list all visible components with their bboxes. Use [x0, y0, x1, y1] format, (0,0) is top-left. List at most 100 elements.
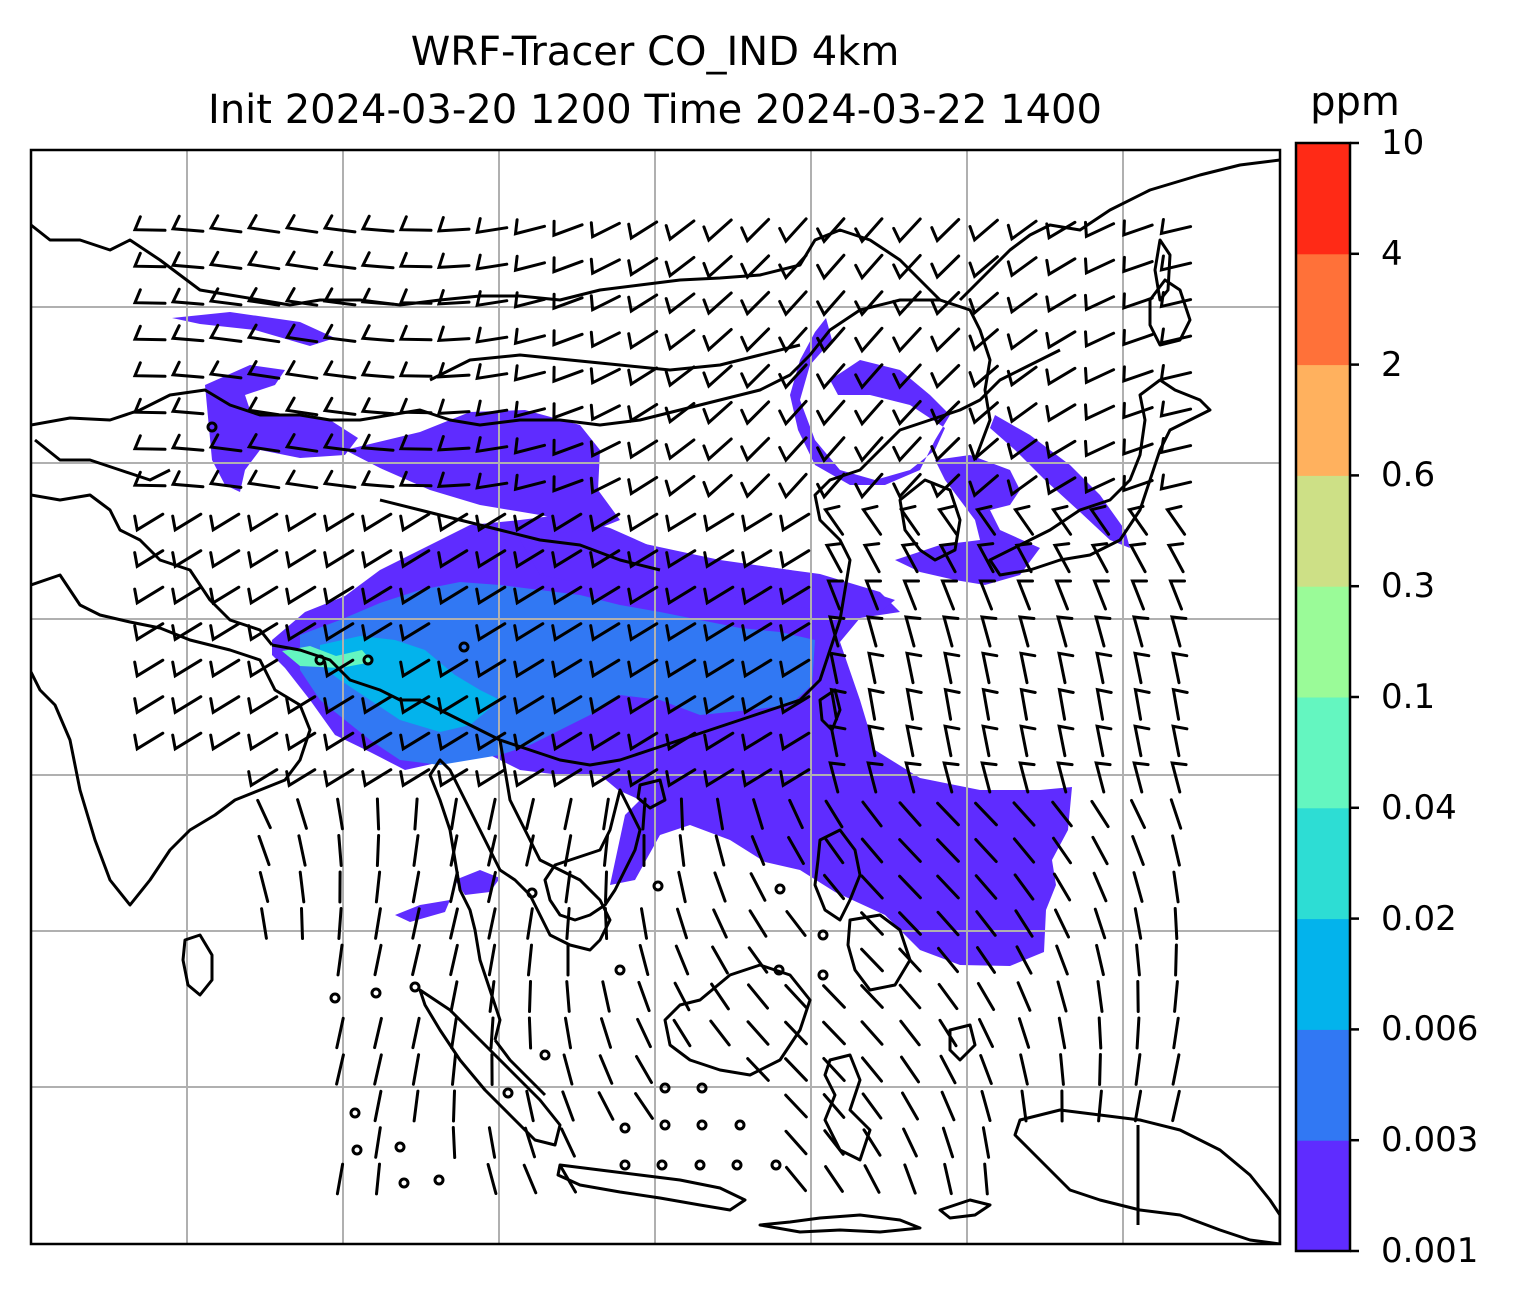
wind-barb [627, 439, 659, 460]
wind-barb [246, 469, 281, 490]
wind-barb [980, 1090, 992, 1122]
wind-barb [826, 579, 844, 611]
wind-barb [829, 687, 847, 721]
wind-barb [902, 1127, 918, 1158]
wind-barb [854, 363, 884, 390]
wind-barb [1045, 293, 1077, 314]
wind-barb [1135, 943, 1141, 977]
wind-barb [747, 983, 769, 1010]
wind-barb [898, 983, 922, 1010]
wind-barb [741, 585, 773, 606]
calm-circle [773, 964, 785, 976]
wind-barb [627, 293, 659, 314]
wind-barb [854, 253, 884, 281]
wind-barb [412, 1089, 420, 1123]
wind-barb [564, 1016, 572, 1050]
wind-barb [867, 687, 885, 721]
wind-barb [398, 361, 433, 378]
hainan [636, 778, 667, 810]
wind-barb [860, 1020, 884, 1046]
wind-barb [1012, 801, 1036, 827]
wind-barb [1045, 257, 1077, 277]
wind-barb [816, 472, 846, 500]
borders-north [31, 223, 942, 307]
wind-barb [664, 438, 696, 461]
wind-barb [361, 768, 393, 788]
wind-barb [246, 323, 281, 344]
wind-barb [942, 761, 960, 794]
halmahera [948, 1023, 977, 1062]
wind-barb [1016, 981, 1032, 1012]
wind-barb [285, 512, 317, 533]
wind-barb [740, 436, 771, 463]
wind-barb [437, 731, 469, 752]
wind-barb [589, 512, 621, 533]
wind-barb [335, 1053, 345, 1086]
wind-barb [1045, 439, 1077, 460]
calm-circle [656, 1159, 668, 1171]
wind-barb [562, 1053, 574, 1086]
wind-barb [322, 250, 357, 270]
colorbar-segment [1296, 586, 1350, 698]
wind-barb [1172, 1016, 1180, 1050]
wind-barb [822, 984, 846, 1009]
wind-barb [822, 1020, 846, 1046]
philippines-south [846, 913, 912, 992]
colorbar-tick-label: 0.001 [1381, 1231, 1479, 1271]
wind-barb [864, 579, 882, 611]
wind-barb [627, 512, 659, 533]
mongolia-border [429, 343, 801, 382]
wind-barb [337, 907, 343, 940]
wind-barb [208, 250, 243, 270]
wind-barb [589, 695, 621, 715]
wind-barb [854, 399, 884, 427]
wind-barb [208, 433, 243, 453]
calm-circle [314, 654, 326, 666]
wind-barb [627, 549, 659, 569]
wind-barb [778, 253, 808, 281]
wind-barb [740, 473, 771, 499]
wind-barb [943, 724, 961, 758]
wind-barb [133, 549, 165, 569]
wind-barb [208, 214, 243, 234]
wind-barb [665, 585, 697, 606]
wind-barb [1052, 836, 1072, 865]
wind-barb [1017, 1017, 1031, 1049]
wind-barb [1095, 651, 1113, 685]
wind-barb [1055, 615, 1074, 648]
wind-barb [779, 658, 811, 679]
wind-barb [513, 254, 546, 273]
wind-barb [741, 658, 773, 679]
wind-barb [322, 396, 357, 416]
wind-barb [860, 947, 884, 973]
wind-barb [1128, 542, 1147, 574]
calm-circle [731, 1159, 743, 1171]
wind-barb [665, 658, 697, 679]
wind-barb [937, 946, 959, 974]
wind-barb [360, 251, 395, 270]
wind-barb [513, 512, 545, 533]
wind-barb [1093, 907, 1107, 940]
wind-barb [525, 797, 535, 831]
wind-barb [132, 324, 167, 342]
wind-barb [892, 290, 922, 317]
wind-barb [930, 364, 961, 390]
wind-barb [974, 504, 997, 536]
calm-circle [696, 1082, 708, 1094]
wind-barb [816, 363, 846, 390]
wind-barb [322, 287, 357, 307]
colorbar-segment [1296, 807, 1350, 920]
wind-barb [284, 469, 319, 490]
calm-circle [458, 641, 470, 653]
wind-barb [551, 695, 583, 715]
wind-barb [398, 470, 433, 488]
wind-barb [1172, 870, 1180, 904]
wind-barb [892, 327, 922, 354]
wind-barb [170, 470, 205, 489]
japan-honshu [988, 378, 1212, 577]
wind-barb [475, 622, 507, 642]
calm-circle [659, 1082, 671, 1094]
wind-barb [589, 768, 621, 788]
wind-barb [943, 1162, 953, 1196]
wind-barb [1015, 945, 1033, 975]
